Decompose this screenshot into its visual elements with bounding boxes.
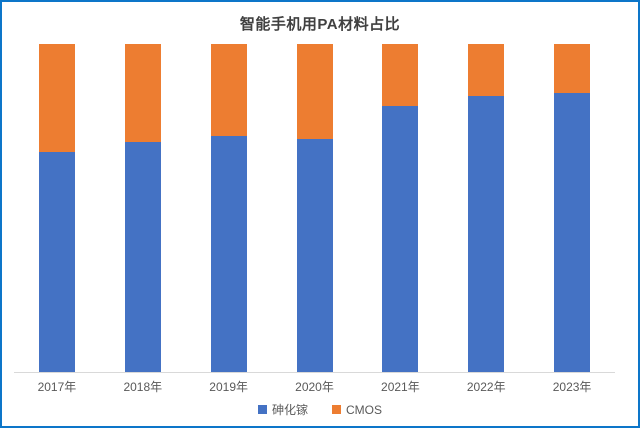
stacked-bar	[38, 44, 75, 372]
stacked-bar	[382, 44, 419, 372]
bar-segment-CMOS	[210, 44, 247, 136]
x-axis-tick-label: 2023年	[552, 380, 592, 394]
bar-group	[100, 44, 186, 372]
stacked-bar	[210, 44, 247, 372]
bar-segment-砷化镓	[296, 139, 333, 372]
x-axis-tick-label: 2018年	[123, 380, 163, 394]
bars	[14, 44, 615, 372]
stacked-bar	[124, 44, 161, 372]
stacked-bar	[468, 44, 505, 372]
legend-item-砷化镓: 砷化镓	[257, 401, 308, 418]
bar-group	[357, 44, 443, 372]
x-axis-tick-label: 2021年	[381, 380, 420, 394]
bar-segment-CMOS	[468, 44, 505, 97]
stacked-bar	[296, 44, 333, 372]
plot-area	[14, 44, 615, 373]
bar-segment-砷化镓	[468, 96, 505, 372]
bar-segment-砷化镓	[210, 135, 247, 372]
bar-segment-砷化镓	[38, 152, 75, 372]
bar-segment-CMOS	[554, 44, 591, 94]
bar-segment-CMOS	[124, 44, 161, 143]
bar-segment-砷化镓	[382, 106, 419, 372]
bar-segment-CMOS	[296, 44, 333, 140]
x-axis-labels: 2017年 2018年 2019年 2020年 2021年 2022年 2023年	[14, 378, 615, 395]
legend-swatch-icon	[332, 405, 341, 414]
bar-segment-CMOS	[382, 44, 419, 107]
bar-segment-CMOS	[38, 44, 75, 153]
legend-label: CMOS	[346, 402, 382, 417]
bar-group	[186, 44, 272, 372]
legend: 砷化镓 CMOS	[2, 401, 638, 418]
legend-item-CMOS: CMOS	[332, 403, 382, 417]
legend-swatch-icon	[257, 405, 267, 414]
bar-group	[272, 44, 358, 372]
bar-group	[443, 44, 529, 372]
legend-label: 砷化镓	[271, 403, 308, 417]
x-axis-tick-label: 2022年	[466, 380, 506, 394]
x-axis-tick-label: 2017年	[37, 380, 77, 394]
bar-segment-砷化镓	[554, 93, 591, 372]
x-axis-tick-label: 2019年	[209, 380, 248, 394]
stacked-bar	[554, 44, 591, 372]
bar-segment-砷化镓	[124, 142, 161, 372]
bar-group	[529, 44, 615, 372]
chart-title: 智能手机用PA材料占比	[239, 16, 401, 33]
x-axis-tick-label: 2020年	[295, 380, 334, 394]
bar-group	[14, 44, 100, 372]
